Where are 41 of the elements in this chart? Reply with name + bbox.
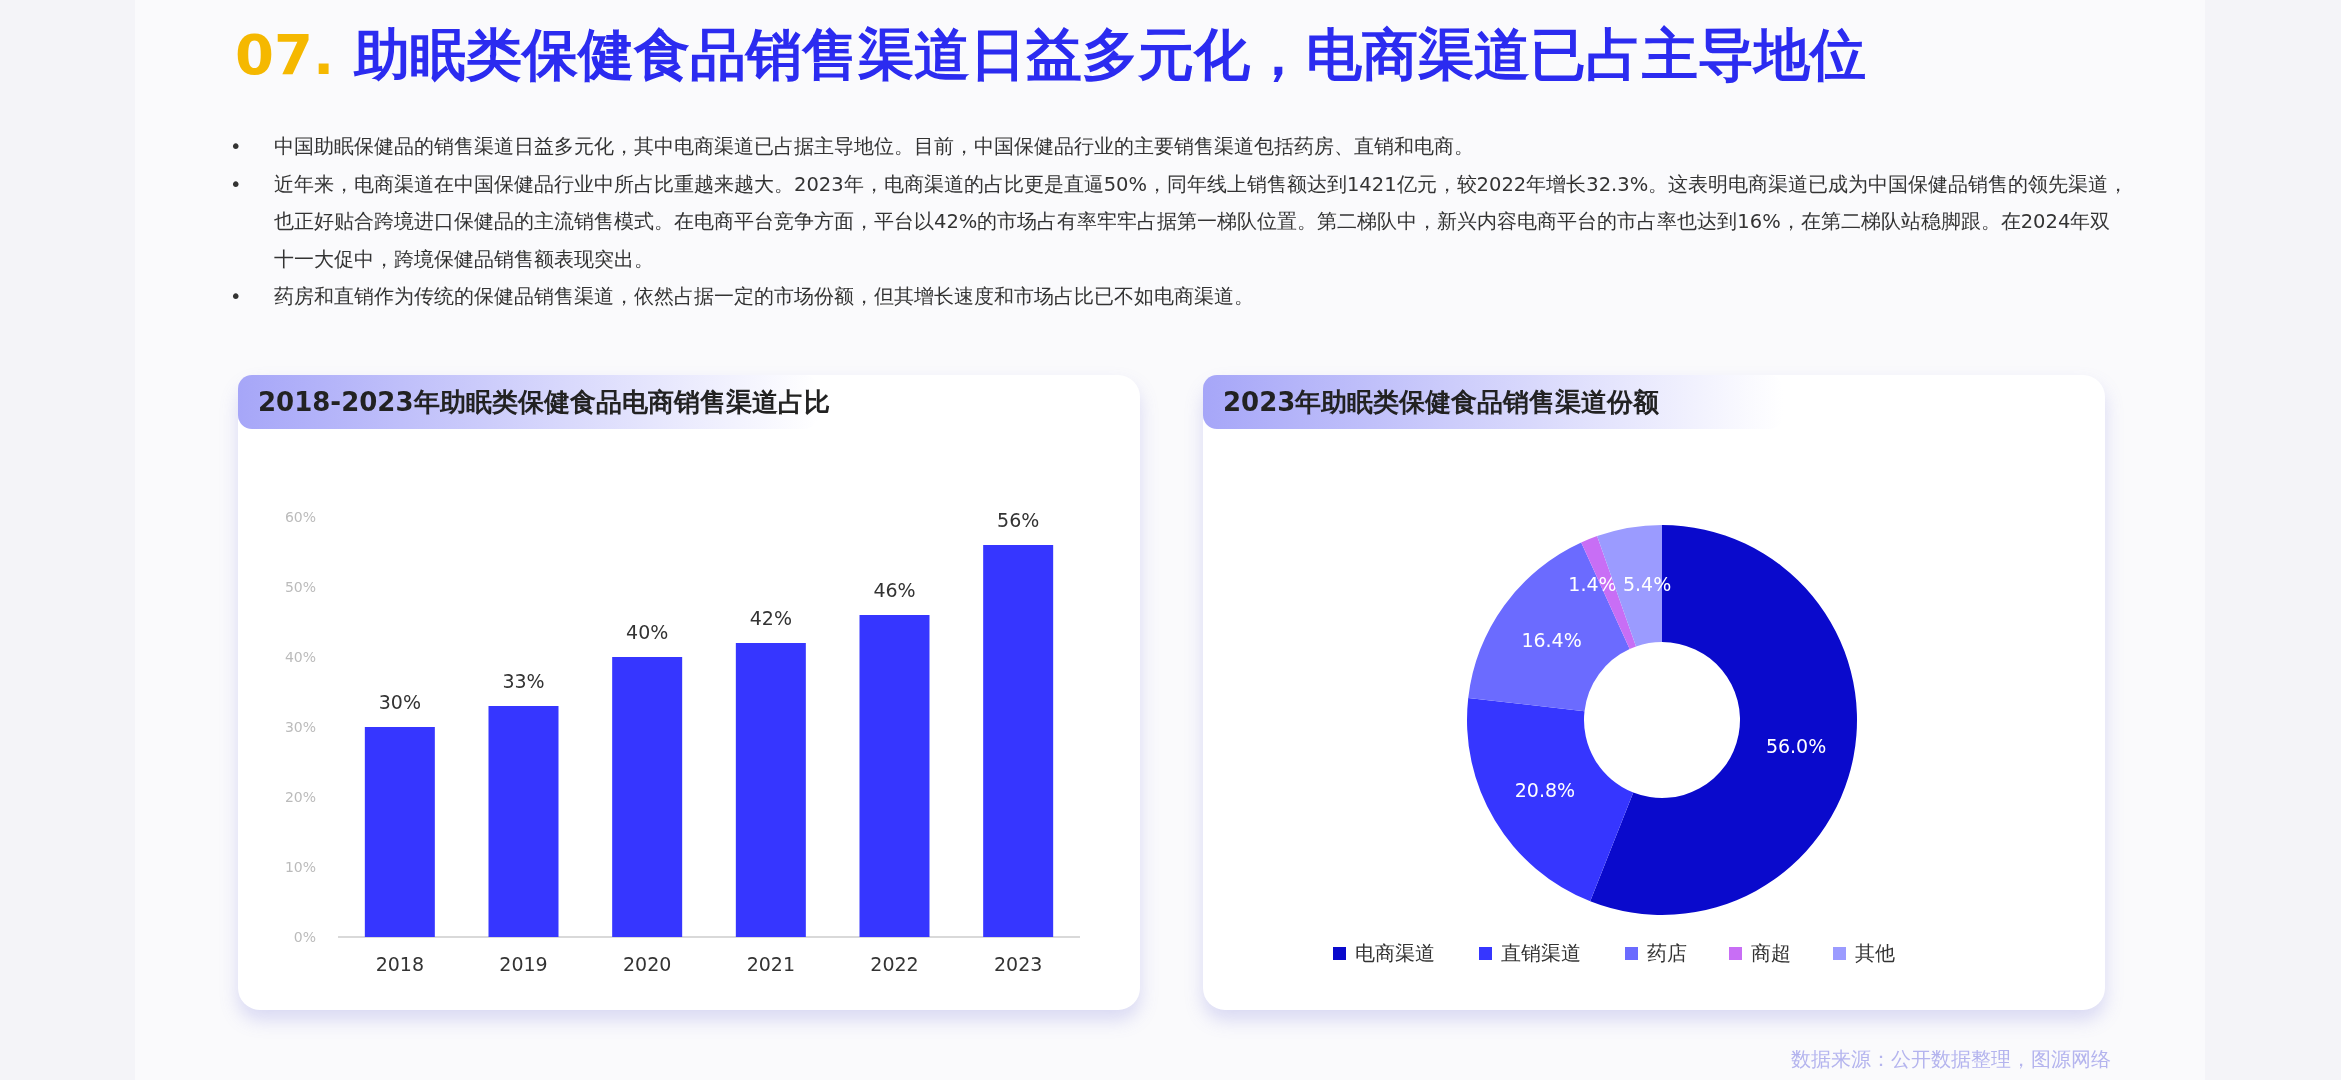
data-label: 33%	[502, 670, 545, 692]
x-tick-label: 2019	[499, 953, 548, 975]
data-label: 40%	[626, 621, 669, 643]
y-tick-label: 10%	[284, 859, 316, 875]
legend-label: 商超	[1751, 941, 1791, 965]
data-label: 42%	[749, 607, 792, 629]
bar	[735, 643, 806, 937]
source-note: 数据来源：公开数据整理，图源网络	[1791, 1046, 2111, 1073]
x-tick-label: 2021	[746, 953, 796, 975]
x-tick-label: 2023	[993, 953, 1043, 975]
legend-label: 其他	[1855, 941, 1895, 965]
data-label: 20.8%	[1514, 779, 1576, 802]
chart-title: 2023年助眠类保健食品销售渠道份额	[1203, 375, 1783, 429]
data-label: 56.0%	[1765, 734, 1827, 757]
data-label: 30%	[378, 691, 421, 713]
data-label: 56%	[997, 509, 1040, 531]
text: 07. 助眠类保健食品销售渠道日益多元化，电商渠道已占主导地位	[235, 21, 1866, 89]
donut-slice	[1467, 697, 1634, 902]
y-tick-label: 20%	[284, 789, 316, 805]
chart-title: 2018-2023年助眠类保健食品电商销售渠道占比	[257, 386, 830, 419]
text: •近年来，电商渠道在中国保健品行业中所占比重越来越大。2023年，电商渠道的占比更是直逼50%，同年线上销售额达到1421亿元，较2022年增长32.3%。这表明电商渠道已成为中国保健品销售的领先渠道，也正好贴合跨境进口保健品的主流销售模式。在电商平台竞争方面，平台以42%的市场占有率牢牢占据第一梯队位置。第二梯队中，新兴内容电商平台的市占率也达到16%，在第二梯队站稳脚跟。在2024年双十一大促中，跨境保健品销售额表现突出。	[230, 172, 2129, 271]
data-label: 46%	[873, 579, 916, 601]
y-tick-label: 40%	[284, 649, 316, 665]
x-tick-label: 2022	[870, 953, 919, 975]
y-tick-label: 50%	[284, 579, 316, 595]
text: •药房和直销作为传统的保健品销售渠道，依然占据一定的市场份额，但其增长速度和市场占比已不如电商渠道。	[230, 285, 1254, 308]
bar	[859, 615, 930, 937]
bar	[364, 727, 435, 937]
bar	[983, 545, 1054, 937]
x-tick-label: 2020	[622, 953, 672, 975]
y-tick-label: 60%	[284, 509, 316, 525]
y-tick-label: 30%	[284, 719, 316, 735]
legend-label: 直销渠道	[1501, 941, 1581, 965]
legend-label: 药店	[1647, 941, 1687, 965]
legend-label: 电商渠道	[1355, 941, 1435, 965]
y-tick-label: 0%	[293, 929, 316, 945]
x-tick-label: 2018	[375, 953, 425, 975]
bar	[488, 706, 559, 937]
bar	[612, 657, 683, 937]
text: •中国助眠保健品的销售渠道日益多元化，其中电商渠道已占据主导地位。目前，中国保健品行业的主要销售渠道包括药房、直销和电商。	[230, 135, 1474, 158]
data-label: 16.4%	[1521, 628, 1582, 651]
